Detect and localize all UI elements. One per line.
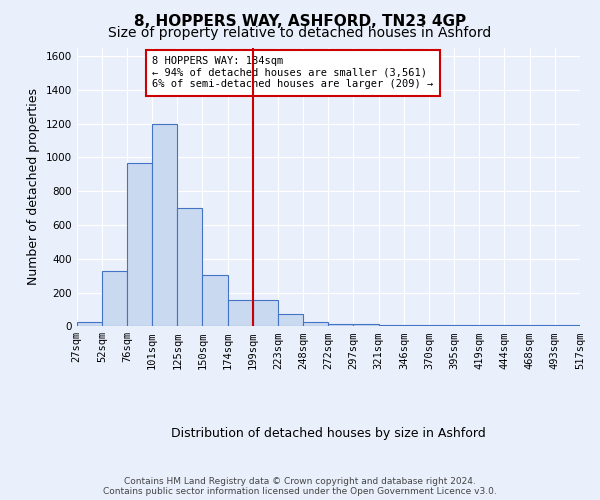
- Text: 8, HOPPERS WAY, ASHFORD, TN23 4GP: 8, HOPPERS WAY, ASHFORD, TN23 4GP: [134, 14, 466, 29]
- Bar: [152, 124, 178, 326]
- Bar: [555, 324, 580, 326]
- Bar: [479, 324, 505, 326]
- Bar: [77, 322, 102, 326]
- Bar: [227, 300, 253, 326]
- Bar: [202, 275, 227, 326]
- Bar: [404, 324, 429, 326]
- Bar: [178, 208, 202, 326]
- Bar: [102, 272, 127, 326]
- Bar: [253, 300, 278, 326]
- Text: Contains HM Land Registry data © Crown copyright and database right 2024.
Contai: Contains HM Land Registry data © Crown c…: [103, 476, 497, 496]
- Bar: [379, 324, 404, 326]
- Text: 8 HOPPERS WAY: 184sqm
← 94% of detached houses are smaller (3,561)
6% of semi-de: 8 HOPPERS WAY: 184sqm ← 94% of detached …: [152, 56, 433, 90]
- Bar: [454, 324, 479, 326]
- Bar: [278, 314, 303, 326]
- Bar: [127, 163, 152, 326]
- X-axis label: Distribution of detached houses by size in Ashford: Distribution of detached houses by size …: [171, 427, 486, 440]
- Bar: [530, 324, 555, 326]
- Bar: [353, 324, 379, 326]
- Bar: [328, 324, 353, 326]
- Y-axis label: Number of detached properties: Number of detached properties: [27, 88, 40, 286]
- Text: Size of property relative to detached houses in Ashford: Size of property relative to detached ho…: [109, 26, 491, 40]
- Bar: [303, 322, 328, 326]
- Bar: [429, 324, 454, 326]
- Bar: [505, 324, 530, 326]
